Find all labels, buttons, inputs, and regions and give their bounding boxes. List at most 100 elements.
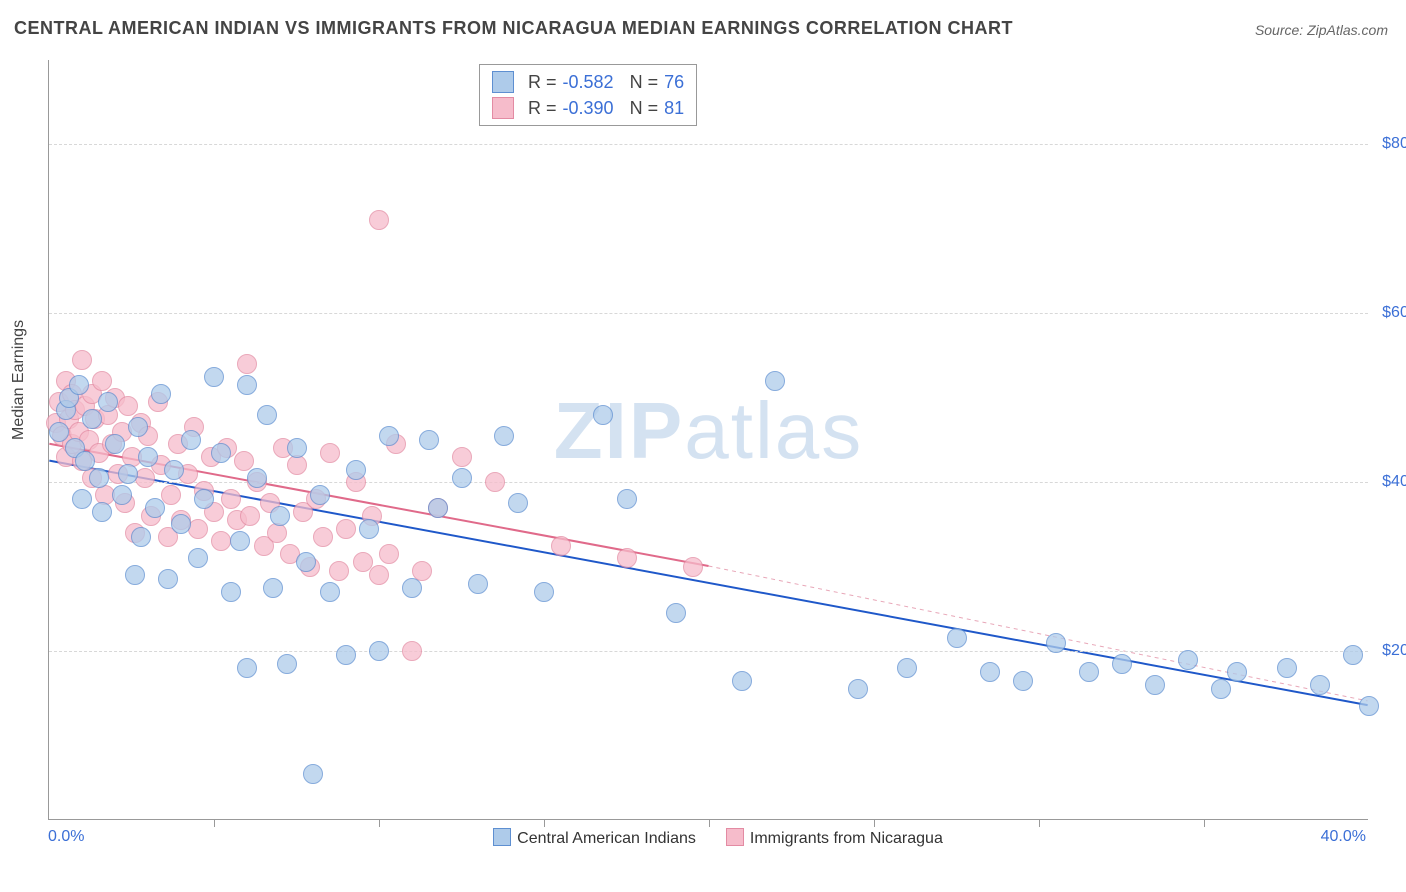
data-point [452,447,472,467]
grid-line [49,144,1368,145]
data-point [161,485,181,505]
data-point [181,430,201,450]
stat-n-label: N = [630,95,659,121]
data-point [221,489,241,509]
data-point [1359,696,1379,716]
data-point [89,468,109,488]
data-point [92,371,112,391]
data-point [313,527,333,547]
data-point [848,679,868,699]
data-point [131,527,151,547]
data-point [277,654,297,674]
data-point [485,472,505,492]
data-point [897,658,917,678]
data-point [1145,675,1165,695]
data-point [237,354,257,374]
y-tick-label: $40,000 [1370,473,1406,491]
data-point [267,523,287,543]
data-point [171,514,191,534]
data-point [72,350,92,370]
data-point [310,485,330,505]
data-point [369,565,389,585]
data-point [237,658,257,678]
data-point [320,443,340,463]
x-tick [1204,819,1205,827]
y-axis-label: Median Earnings [10,320,28,440]
stat-r-label: R = [528,95,557,121]
stats-legend-box: R =-0.582N =76R =-0.390 N =81 [479,64,697,126]
grid-line [49,313,1368,314]
data-point [112,485,132,505]
data-point [683,557,703,577]
data-point [49,422,69,442]
data-point [263,578,283,598]
data-point [240,506,260,526]
legend-swatch [726,828,744,846]
data-point [617,489,637,509]
stat-n-value: 81 [664,95,684,121]
data-point [1013,671,1033,691]
x-tick [544,819,545,827]
data-point [402,641,422,661]
data-point [296,552,316,572]
legend-series-label: Immigrants from Nicaragua [750,830,943,847]
data-point [452,468,472,488]
data-point [118,464,138,484]
data-point [336,519,356,539]
stat-r-value: -0.390 [563,95,614,121]
data-point [1079,662,1099,682]
data-point [69,375,89,395]
chart-plot-area: ZIPatlas R =-0.582N =76R =-0.390N =81 $2… [48,60,1368,820]
data-point [270,506,290,526]
data-point [145,498,165,518]
legend-swatch [492,71,514,93]
data-point [1112,654,1132,674]
data-point [211,443,231,463]
x-tick [379,819,380,827]
data-point [1277,658,1297,678]
data-point [164,460,184,480]
data-point [82,409,102,429]
y-tick-label: $80,000 [1370,135,1406,153]
data-point [105,434,125,454]
data-point [336,645,356,665]
data-point [230,531,250,551]
data-point [188,548,208,568]
data-point [98,392,118,412]
data-point [118,396,138,416]
data-point [158,569,178,589]
data-point [287,438,307,458]
data-point [1227,662,1247,682]
data-point [320,582,340,602]
data-point [128,417,148,437]
data-point [125,565,145,585]
data-point [234,451,254,471]
data-point [359,519,379,539]
x-tick [1039,819,1040,827]
stat-n-label: N = [630,69,659,95]
legend-swatch [492,97,514,119]
x-tick [874,819,875,827]
data-point [593,405,613,425]
y-tick-label: $60,000 [1370,304,1406,322]
stats-legend-row: R =-0.582N =76 [482,69,694,95]
data-point [151,384,171,404]
data-point [1046,633,1066,653]
stat-n-value: 76 [664,69,684,95]
data-point [666,603,686,623]
data-point [92,502,112,522]
data-point [732,671,752,691]
grid-line [49,651,1368,652]
chart-title: CENTRAL AMERICAN INDIAN VS IMMIGRANTS FR… [14,18,1013,39]
data-point [303,764,323,784]
watermark: ZIPatlas [554,384,863,476]
data-point [346,460,366,480]
data-point [379,426,399,446]
trend-lines-layer [49,60,1368,819]
stat-r-label: R = [528,69,557,95]
data-point [765,371,785,391]
data-point [204,367,224,387]
data-point [402,578,422,598]
data-point [980,662,1000,682]
series-legend: Central American IndiansImmigrants from … [0,828,1406,848]
